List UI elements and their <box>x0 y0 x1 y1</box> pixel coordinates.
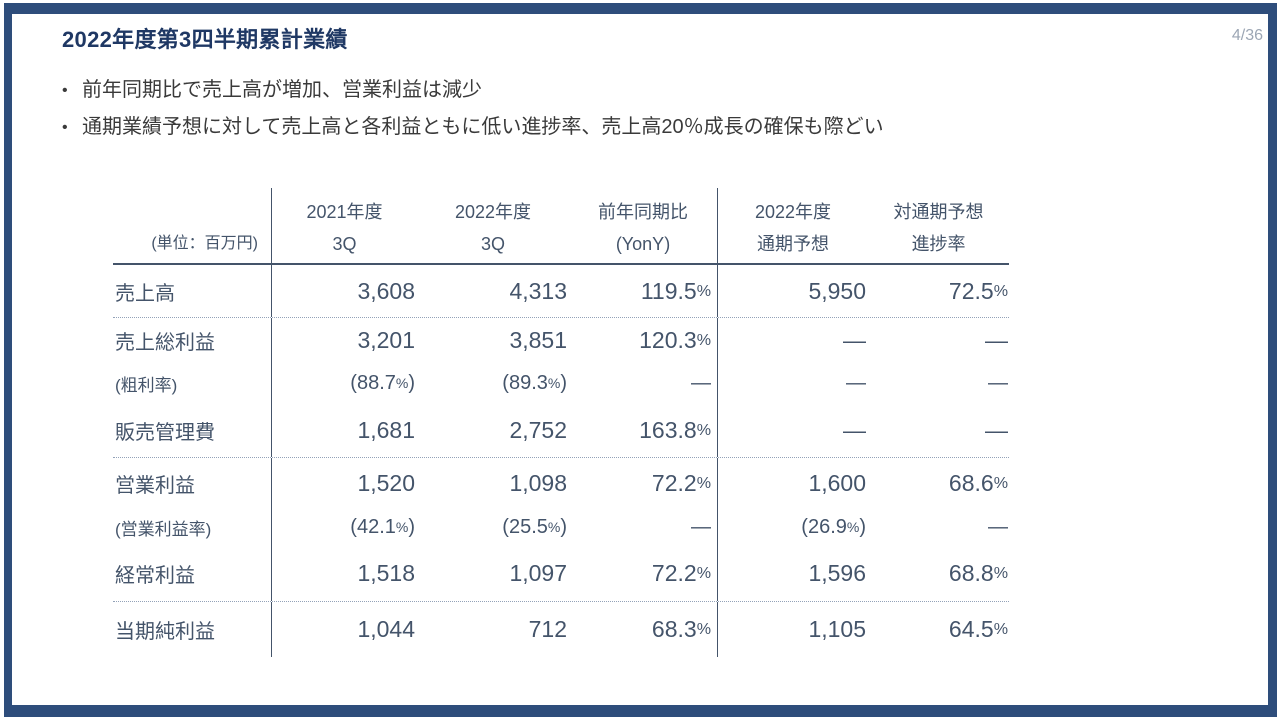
column-header-line2: (YonY) <box>615 234 671 254</box>
table-row: 営業利益 1,520 1,098 72.2% 1,600 68.6% <box>113 458 1009 508</box>
row-label: 売上総利益 <box>113 318 272 363</box>
table-cell: — <box>843 327 866 353</box>
table-row: 経常利益 1,518 1,097 72.2% 1,596 68.8% <box>113 546 1009 602</box>
table-cell: — <box>569 508 718 546</box>
table-cell: — <box>985 327 1008 353</box>
table-cell: — <box>985 416 1008 443</box>
table-cell: 120.3% <box>569 318 718 363</box>
row-label: 当期純利益 <box>113 602 272 657</box>
row-label: 売上高 <box>113 265 272 317</box>
table-cell: 1,681 <box>357 416 415 443</box>
column-header-line2: 3Q <box>480 234 505 254</box>
column-header-line1: 前年同期比 <box>598 202 688 222</box>
row-label: 営業利益 <box>113 458 272 508</box>
table-row: 当期純利益 1,044 712 68.3% 1,105 64.5% <box>113 602 1009 657</box>
row-label: (営業利益率) <box>113 508 272 546</box>
table-cell: — <box>846 371 866 394</box>
row-label: 販売管理費 <box>113 403 272 457</box>
table-cell: (89.3%) <box>502 371 567 394</box>
table-cell: 64.5% <box>948 616 1008 642</box>
column-header-line2: 通期予想 <box>757 234 829 254</box>
table-cell: 1,596 <box>808 560 866 586</box>
column-header: 2022年度 3Q <box>417 188 569 263</box>
column-header: 前年同期比 (YonY) <box>569 188 718 263</box>
column-header-line2: 3Q <box>332 234 357 254</box>
table-cell: 5,950 <box>808 277 866 304</box>
table-cell: — <box>988 515 1008 538</box>
table-cell: 3,608 <box>357 277 415 304</box>
table-cell: 3,851 <box>509 327 567 353</box>
table-cell: 1,105 <box>808 616 866 642</box>
table-cell: 1,520 <box>357 469 415 496</box>
column-header-line1: 2021年度 <box>306 202 383 222</box>
page-number: 4/36 <box>1231 27 1263 44</box>
table-cell: — <box>843 416 866 443</box>
column-header-line1: 対通期予想 <box>893 202 984 222</box>
bullet-dot-icon: • <box>62 119 68 136</box>
table-header-row: (単位：百万円) 2021年度 3Q 2022年度 3Q 前年同期比 (YonY) 2022… <box>113 188 1009 265</box>
column-header: 対通期予想 進捗率 <box>868 188 1009 263</box>
table-cell: 72.2% <box>569 458 718 508</box>
table-row: 販売管理費 1,681 2,752 163.8% — — <box>113 403 1009 458</box>
row-label: 経常利益 <box>113 546 272 601</box>
table-cell: 712 <box>528 616 567 642</box>
table-row: 売上総利益 3,201 3,851 120.3% — — <box>113 318 1009 363</box>
table-cell: (25.5%) <box>502 515 567 538</box>
table-cell: 1,518 <box>357 560 415 586</box>
table-cell: 68.6% <box>948 469 1008 496</box>
table-cell: 3,201 <box>357 327 415 353</box>
table-cell: 119.5% <box>569 265 718 317</box>
table-cell: 1,044 <box>357 616 415 642</box>
bullet-dot-icon: • <box>62 82 68 99</box>
bullet-text: 通期業績予想に対して売上高と各利益ともに低い進捗率、売上高20％成長の確保も際ど… <box>82 116 884 138</box>
bullet-list: • 前年同期比で売上高が増加、営業利益は減少 • 通期業績予想に対して売上高と各利益と… <box>62 72 1212 146</box>
column-header-line1: 2022年度 <box>454 202 532 222</box>
bullet-text: 前年同期比で売上高が増加、営業利益は減少 <box>82 79 482 101</box>
table-cell: 1,600 <box>808 469 866 496</box>
table-cell: 4,313 <box>509 277 567 304</box>
column-header: 2022年度 通期予想 <box>718 188 868 263</box>
table-cell: 72.2% <box>569 546 718 601</box>
table-row: (営業利益率) (42.1%) (25.5%) — (26.9%) — <box>113 508 1009 546</box>
table-cell: — <box>988 371 1008 394</box>
table-cell: 68.3% <box>569 602 718 657</box>
table-cell: 68.8% <box>948 560 1008 586</box>
bullet-item: • 通期業績予想に対して売上高と各利益ともに低い進捗率、売上高20％成長の確保も際… <box>62 109 1212 146</box>
row-label: (粗利率) <box>113 363 272 403</box>
table-cell: 1,097 <box>509 560 567 586</box>
table-cell: — <box>569 363 718 403</box>
financial-results-table: (単位：百万円) 2021年度 3Q 2022年度 3Q 前年同期比 (YonY) 2022… <box>113 188 1009 657</box>
table-row: (粗利率) (88.7%) (89.3%) — — — <box>113 363 1009 403</box>
table-cell: 2,752 <box>509 416 567 443</box>
slide-title: 2022年度第3四半期累計業績 <box>62 27 348 52</box>
bullet-item: • 前年同期比で売上高が増加、営業利益は減少 <box>62 72 1212 109</box>
table-cell: 72.5% <box>948 277 1008 304</box>
table-cell: 163.8% <box>569 403 718 457</box>
table-cell: (42.1%) <box>350 515 415 538</box>
table-cell: (26.9%) <box>801 515 866 538</box>
table-cell: (88.7%) <box>350 371 415 394</box>
table-unit-label: (単位：百万円) <box>113 188 272 263</box>
table-row: 売上高 3,608 4,313 119.5% 5,950 72.5% <box>113 265 1009 318</box>
table-body: 売上高 3,608 4,313 119.5% 5,950 72.5% 売上総利益 3,201 3… <box>113 265 1009 657</box>
column-header: 2021年度 3Q <box>272 188 417 263</box>
column-header-line2: 進捗率 <box>911 234 966 254</box>
table-cell: 1,098 <box>509 469 567 496</box>
column-header-line1: 2022年度 <box>754 202 832 222</box>
